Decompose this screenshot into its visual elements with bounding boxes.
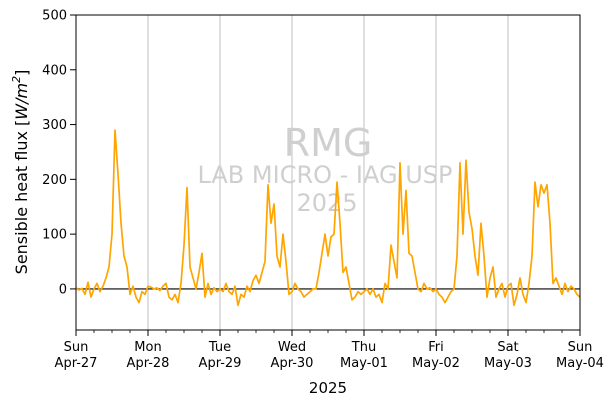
x-tick-label-date: Apr-29 (199, 356, 242, 371)
x-tick-label-date: Apr-30 (271, 356, 314, 371)
x-tick-label-day: Tue (208, 340, 231, 355)
y-tick-label: 200 (42, 173, 67, 188)
x-tick-label-day: Wed (278, 340, 306, 355)
x-tick-label-day: Sun (64, 340, 89, 355)
x-tick-label-date: May-01 (340, 356, 388, 371)
x-tick-label-date: Apr-28 (127, 356, 170, 371)
y-axis-title-prefix: Sensible heat flux [ (12, 120, 31, 275)
x-tick-label-day: Sun (568, 340, 593, 355)
y-tick-label: 300 (42, 118, 67, 133)
y-tick-label: 400 (42, 63, 67, 78)
x-tick-label-date: May-02 (412, 356, 460, 371)
x-tick-label-day: Fri (428, 340, 444, 355)
grid-lines (147, 15, 509, 330)
x-tick-label-day: Sat (497, 340, 518, 355)
y-axis-title-exponent: 2 (10, 76, 23, 83)
x-tick-label-date: May-04 (556, 356, 604, 371)
watermark-line-3: 2025 (296, 189, 357, 217)
x-tick-label-day: Mon (134, 340, 161, 355)
y-axis-title-unit: W/m (12, 83, 31, 120)
x-axis: SunApr-27MonApr-28TueApr-29WedApr-30ThuM… (55, 330, 604, 371)
watermark-line-1: RMG (284, 121, 373, 165)
y-tick-label: 0 (59, 282, 67, 297)
y-axis-title-suffix: ] (12, 70, 31, 76)
watermark-line-2: LAB MICRO - IAG USP (197, 161, 452, 189)
x-axis-title: 2025 (309, 379, 347, 397)
y-tick-label: 100 (42, 228, 67, 243)
x-tick-label-day: Thu (351, 340, 376, 355)
heat-flux-series-line (75, 129, 581, 307)
y-tick-label: 500 (42, 9, 67, 24)
x-tick-label-date: May-03 (484, 356, 532, 371)
y-axis-title: Sensible heat flux [W/m2] (10, 70, 31, 275)
x-tick-label-date: Apr-27 (55, 356, 98, 371)
y-axis: 0 100 200 300 400 500 (42, 9, 76, 297)
watermark: RMG LAB MICRO - IAG USP 2025 (197, 121, 452, 217)
